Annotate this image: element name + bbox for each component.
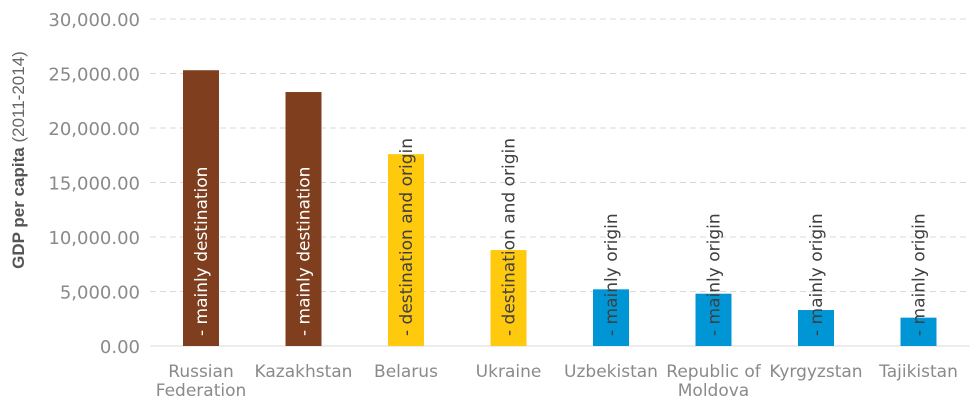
y-tick-label: 20,000.00 xyxy=(48,119,140,140)
y-axis-label: GDP per capita (2011-2014) xyxy=(9,51,28,269)
bar-label: - mainly origin xyxy=(705,213,725,336)
y-tick-label: 10,000.00 xyxy=(48,228,140,249)
category-label: Belarus xyxy=(374,362,438,382)
bar xyxy=(900,317,937,346)
y-tick-label: 25,000.00 xyxy=(48,65,140,86)
bar xyxy=(695,293,732,346)
category-label: Uzbekistan xyxy=(564,362,658,382)
bar xyxy=(388,154,424,346)
y-axis-ticks: 0.00 5,000.00 10,000.00 15,000.00 20,000.00 2… xyxy=(48,10,140,358)
category-label-line: Russian xyxy=(168,362,233,382)
category-label-line: Republic of xyxy=(666,362,761,382)
category-label-line: Kyrgyzstan xyxy=(769,362,862,382)
bar-label: - destination and origin xyxy=(500,138,520,336)
category-label: Republic of Moldova xyxy=(666,362,761,401)
bar xyxy=(798,310,834,346)
category-label-line: Moldova xyxy=(678,381,749,401)
category-label-line: Ukraine xyxy=(476,362,542,382)
category-label-line: Federation xyxy=(156,381,247,401)
category-label-line: Tajikistan xyxy=(878,362,958,382)
category-label: Kyrgyzstan xyxy=(769,362,862,382)
bar-label: - mainly destination xyxy=(295,167,315,336)
y-tick-label: 15,000.00 xyxy=(48,174,140,195)
category-label: Kazakhstan xyxy=(255,362,353,382)
category-label: Tajikistan xyxy=(878,362,958,382)
category-label-line: Belarus xyxy=(374,362,438,382)
x-axis-categories: Russian Federation Kazakhstan Belarus Ukrain… xyxy=(156,362,958,401)
bar-label: - mainly destination xyxy=(192,167,212,336)
bar-label: - mainly origin xyxy=(807,213,827,336)
bar xyxy=(285,92,322,346)
category-label-line: Kazakhstan xyxy=(255,362,353,382)
category-label: Russian Federation xyxy=(156,362,247,401)
y-axis-label-bold: GDP per capita xyxy=(9,147,28,269)
category-label: Ukraine xyxy=(476,362,542,382)
y-tick-label: 30,000.00 xyxy=(48,10,140,31)
bars xyxy=(183,70,937,346)
bar xyxy=(183,70,219,346)
y-tick-label: 0.00 xyxy=(100,337,140,358)
bar-label: - mainly origin xyxy=(602,213,622,336)
gridlines xyxy=(150,18,970,347)
bar-label: - destination and origin xyxy=(397,138,417,336)
category-label-line: Uzbekistan xyxy=(564,362,658,382)
bar-label: - mainly origin xyxy=(910,213,930,336)
bar xyxy=(490,250,527,346)
bar-labels: - mainly destination - mainly destination… xyxy=(192,138,930,336)
y-axis-label-rest: (2011-2014) xyxy=(9,51,28,147)
bar xyxy=(593,289,629,346)
y-tick-label: 5,000.00 xyxy=(60,283,140,304)
